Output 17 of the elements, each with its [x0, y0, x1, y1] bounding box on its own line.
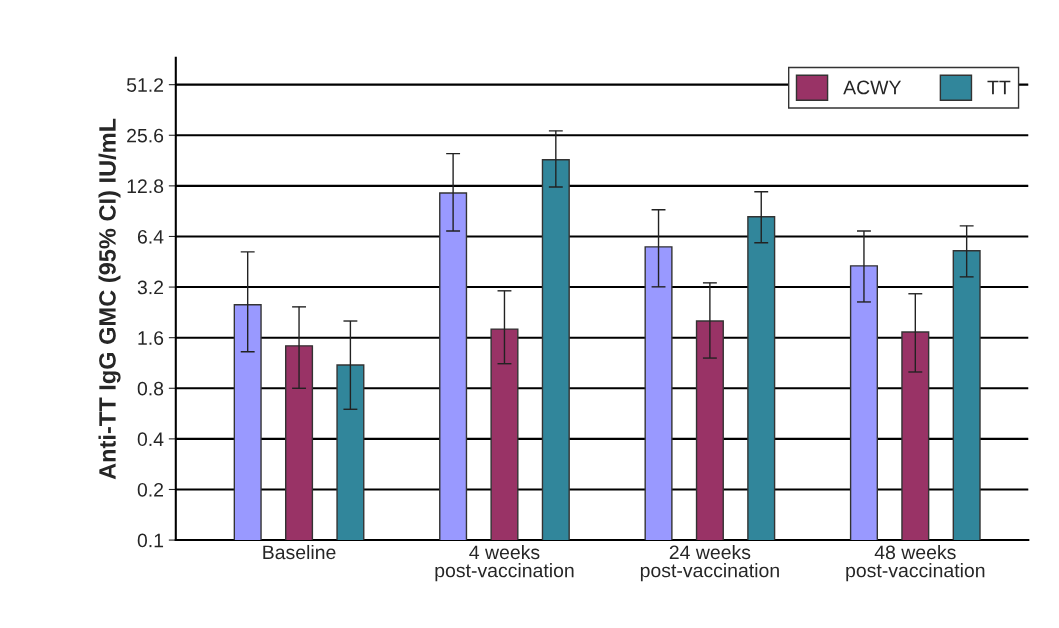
y-tick-label: 6.4: [137, 229, 164, 244]
x-tick-label: Baseline: [263, 544, 336, 560]
y-tick-label: 0.4: [137, 432, 164, 447]
y-tick-label: 3.2: [137, 280, 164, 295]
y-tick-label: 51.2: [126, 78, 164, 92]
y-tick-label: 0.8: [137, 381, 164, 396]
y-tick-label: 0.2: [137, 482, 164, 497]
legend-label: TT: [987, 80, 1011, 95]
x-tick-label: 4 weeks post-vaccination: [435, 544, 574, 582]
legend-label: ACWY: [843, 80, 902, 95]
y-tick-label: 1.6: [138, 331, 164, 345]
y-tick-label: 0.1: [137, 533, 164, 548]
x-tick-label: 48 weeks post-vaccination: [846, 544, 985, 582]
x-tick-label: 24 weeks post-vaccination: [640, 544, 779, 582]
y-axis-title: Anti-TT IgG GMC (95% CI) IU/mL: [98, 118, 121, 480]
y-tick-label: 25.6: [127, 128, 164, 143]
y-tick-label: 12.8: [127, 179, 164, 194]
